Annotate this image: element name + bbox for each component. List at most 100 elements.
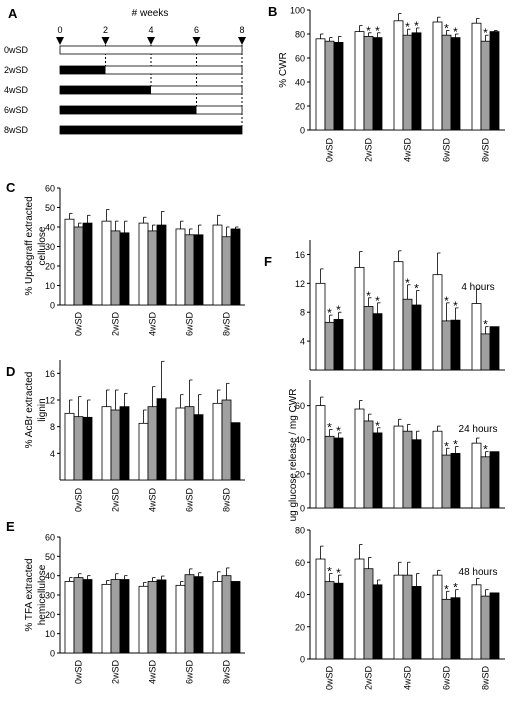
bar <box>230 228 241 306</box>
bar <box>110 409 121 481</box>
y-tick-label: 60 <box>295 558 305 568</box>
bar <box>402 298 413 371</box>
bar <box>333 319 344 371</box>
bar <box>411 304 422 371</box>
panel-a-tick-label: 6 <box>194 25 199 35</box>
bar <box>230 422 241 481</box>
bar <box>489 31 500 131</box>
y-axis-label: lignin <box>37 398 48 421</box>
bar <box>324 40 335 131</box>
bar <box>230 581 241 654</box>
category-label: 2wSD <box>111 488 121 513</box>
y-axis-label: % AcBr extracted <box>24 372 35 449</box>
significance-marker: * <box>453 581 458 595</box>
bar <box>64 412 75 481</box>
panel-a-timeline: 0 2 4 6 8 0wSD 2wSD 4wSD 6wSD 8wSD <box>4 25 246 135</box>
bar <box>138 585 149 654</box>
panel-a-tick-marker <box>238 37 246 45</box>
bar <box>193 576 204 654</box>
category-label: 8wSD <box>481 666 491 691</box>
category-label: 8wSD <box>222 312 232 337</box>
bar <box>372 37 383 131</box>
bar <box>363 568 374 660</box>
significance-marker: * <box>336 424 341 438</box>
y-axis-label: ug glucose release / mg CWR <box>288 389 299 522</box>
bar <box>411 586 422 660</box>
bar <box>354 558 365 660</box>
significance-marker: * <box>483 26 488 40</box>
y-tick-label: 20 <box>295 622 305 632</box>
significance-marker: * <box>444 582 449 596</box>
panel-a-row-label: 2wSD <box>4 65 29 75</box>
bar <box>471 303 482 371</box>
panel-title: 4 hours <box>461 282 494 293</box>
bar <box>333 437 344 509</box>
bar <box>315 38 326 131</box>
panel-a-row-bar-fill <box>60 66 106 74</box>
bar <box>450 37 461 131</box>
bar <box>147 230 158 306</box>
y-tick-label: 10 <box>45 281 55 291</box>
bar <box>372 584 383 660</box>
y-tick-label: 16 <box>295 250 305 260</box>
y-tick-label: 30 <box>45 242 55 252</box>
significance-marker: * <box>327 565 332 579</box>
chart-e: E 0 10 20 30 40 50 60 % TFA extracted hemicellulo… <box>6 519 245 684</box>
panel-title: 24 hours <box>459 424 498 435</box>
y-tick-label: 20 <box>295 469 305 479</box>
significance-marker: * <box>483 443 488 457</box>
bar <box>441 34 452 131</box>
category-label: 0wSD <box>325 666 335 691</box>
significance-marker: * <box>444 21 449 35</box>
bar <box>480 40 491 131</box>
significance-marker: * <box>453 299 458 313</box>
significance-marker: * <box>453 25 458 39</box>
bar <box>480 456 491 509</box>
category-label: 6wSD <box>185 660 195 685</box>
bar <box>372 313 383 371</box>
bar <box>402 574 413 660</box>
bar <box>441 454 452 509</box>
bar <box>402 430 413 509</box>
bar <box>432 574 443 660</box>
category-label: 6wSD <box>185 488 195 513</box>
panel-a-tick-label: 4 <box>148 25 153 35</box>
y-tick-label: 80 <box>295 30 305 40</box>
bar <box>411 439 422 509</box>
bar <box>402 34 413 131</box>
category-label: 4wSD <box>403 138 413 163</box>
significance-marker: * <box>336 303 341 317</box>
bar <box>212 402 223 481</box>
bar <box>393 574 404 660</box>
significance-marker: * <box>327 420 332 434</box>
y-tick-label: 40 <box>295 590 305 600</box>
significance-marker: * <box>375 294 380 308</box>
bar <box>110 579 121 654</box>
bar <box>354 31 365 131</box>
y-tick-label: 50 <box>45 552 55 562</box>
y-tick-label: 40 <box>295 435 305 445</box>
bar <box>315 282 326 371</box>
y-tick-label: 8 <box>50 422 55 432</box>
bar <box>138 222 149 306</box>
y-tick-label: 40 <box>45 571 55 581</box>
panel-a-axis-label: # weeks <box>132 8 169 19</box>
bar <box>82 579 93 654</box>
category-label: 4wSD <box>148 660 158 685</box>
panel-title: 48 hours <box>459 567 498 578</box>
significance-marker: * <box>366 289 371 303</box>
y-tick-label: 20 <box>45 262 55 272</box>
y-tick-label: 30 <box>45 591 55 601</box>
bar <box>156 224 167 306</box>
bar <box>119 579 130 654</box>
bar <box>432 274 443 371</box>
bar <box>119 406 130 481</box>
category-label: 0wSD <box>74 660 84 685</box>
category-label: 4wSD <box>148 488 158 513</box>
bar <box>489 592 500 660</box>
panel-a-tick-marker <box>101 37 110 45</box>
bar <box>441 598 452 660</box>
significance-marker: * <box>483 318 488 332</box>
bar <box>315 405 326 509</box>
